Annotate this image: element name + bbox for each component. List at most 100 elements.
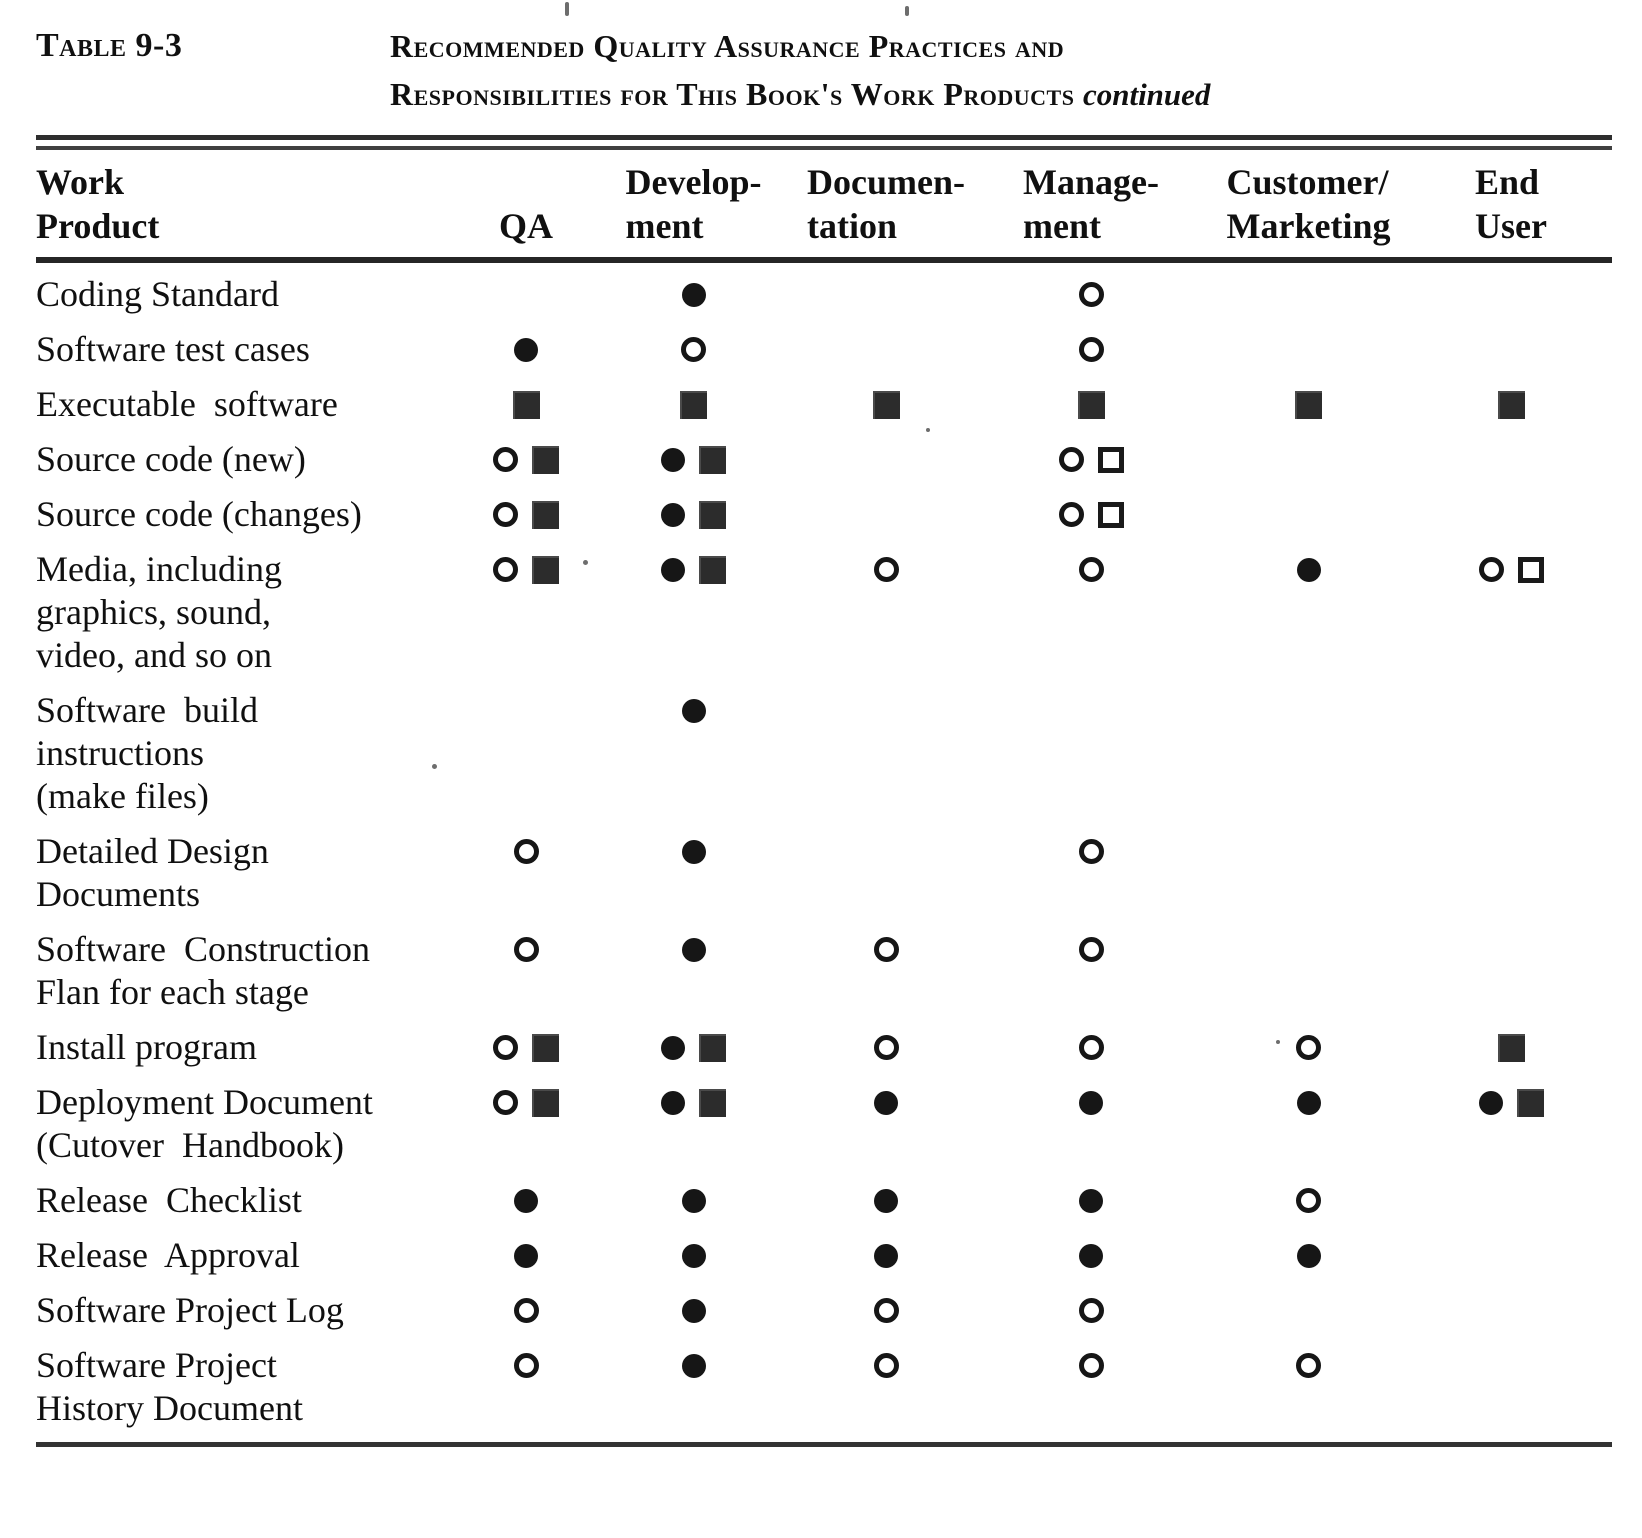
open-circle-icon	[1078, 337, 1104, 362]
symbol-cell-development	[601, 548, 786, 591]
symbol-cell-documentation	[786, 1289, 986, 1332]
symbol-cell-development	[601, 383, 786, 426]
symbol-cell-qa	[451, 689, 601, 732]
work-product-cell: Release Checklist	[36, 1179, 451, 1222]
work-product-cell: Software Project History Document	[36, 1344, 451, 1430]
filled-square-icon	[872, 390, 900, 419]
work-product-line: Software build	[36, 690, 258, 730]
symbol-cell-documentation	[786, 273, 986, 316]
symbol-cell-documentation	[786, 1234, 986, 1277]
symbol-cell-management	[986, 1081, 1196, 1124]
column-header-qa: QA	[451, 204, 601, 248]
column-header-label: End User	[1475, 160, 1547, 248]
filled-circle-icon	[514, 1188, 538, 1213]
symbol-cell-development	[601, 493, 786, 536]
column-header-line: QA	[499, 206, 553, 246]
symbol-cell-development	[601, 1179, 786, 1222]
open-circle-icon	[873, 937, 899, 962]
symbol-cell-customer-marketing	[1196, 689, 1421, 732]
symbol-cell-end-user	[1421, 273, 1601, 316]
open-circle-icon	[1058, 447, 1084, 472]
symbol-cell-development	[601, 328, 786, 371]
symbol-cell-documentation	[786, 328, 986, 371]
work-product-cell: Software test cases	[36, 328, 451, 371]
scan-artifact	[432, 764, 437, 769]
scan-artifact	[1276, 1040, 1280, 1044]
open-circle-icon	[513, 1298, 539, 1323]
filled-circle-icon	[681, 282, 706, 307]
table-row: Software build instructions (make files)	[36, 689, 1612, 818]
table-body: Coding Standard Software test cases Execut…	[36, 263, 1612, 1430]
symbol-cell-qa	[451, 383, 601, 426]
open-circle-icon	[1296, 1035, 1321, 1060]
filled-square-icon	[1516, 1088, 1544, 1117]
filled-square-icon	[699, 1033, 726, 1062]
work-product-cell: Executable software	[36, 383, 451, 426]
table-row: Media, including graphics, sound, video, a…	[36, 548, 1612, 677]
open-circle-icon	[873, 1298, 899, 1323]
work-product-line: graphics, sound,	[36, 592, 271, 632]
filled-circle-icon	[681, 698, 706, 723]
symbol-cell-management	[986, 383, 1196, 426]
symbol-cell-customer-marketing	[1196, 1026, 1421, 1069]
symbol-cell-end-user	[1421, 928, 1601, 971]
work-product-line: Source code (changes)	[36, 494, 362, 534]
filled-circle-icon	[681, 937, 706, 962]
open-circle-icon	[493, 1035, 518, 1060]
symbol-cell-qa	[451, 1026, 601, 1069]
filled-square-icon	[699, 555, 726, 584]
work-product-line: Software Construction	[36, 929, 370, 969]
column-header-line: Customer/	[1226, 162, 1389, 202]
work-product-line: Software Project	[36, 1345, 277, 1385]
filled-square-icon	[699, 1088, 726, 1117]
symbol-cell-development	[601, 830, 786, 873]
work-product-cell: Install program	[36, 1026, 451, 1069]
filled-square-icon	[512, 390, 540, 419]
open-circle-icon	[1296, 1353, 1321, 1378]
symbol-cell-customer-marketing	[1196, 383, 1421, 426]
table-row: Coding Standard	[36, 273, 1612, 316]
table-title-block: Table 9-3 Recommended Quality Assurance …	[36, 22, 1612, 119]
column-header-customer-marketing: Customer/Marketing	[1196, 160, 1421, 248]
filled-circle-icon	[1296, 557, 1321, 582]
work-product-cell: Media, including graphics, sound, video, a…	[36, 548, 451, 677]
table-row: Release Approval	[36, 1234, 1612, 1277]
symbol-cell-qa	[451, 438, 601, 481]
filled-square-icon	[699, 500, 726, 529]
column-header-line: Marketing	[1226, 206, 1391, 246]
table-row: Software test cases	[36, 328, 1612, 371]
filled-circle-icon	[1296, 1243, 1321, 1268]
open-circle-icon	[681, 337, 706, 362]
work-product-cell: Source code (changes)	[36, 493, 451, 536]
filled-circle-icon	[661, 1035, 685, 1060]
table-title-line2: Responsibilities for This Book's Work Pr…	[390, 76, 1211, 112]
column-header-line: Documen-	[807, 162, 965, 202]
open-square-icon	[1097, 501, 1124, 528]
table-row: Software Construction Flan for each stage	[36, 928, 1612, 1014]
open-circle-icon	[1078, 1353, 1104, 1378]
work-product-line: instructions	[36, 733, 204, 773]
open-circle-icon	[1078, 937, 1104, 962]
column-header-line: User	[1475, 206, 1547, 246]
symbol-cell-documentation	[786, 689, 986, 732]
filled-square-icon	[1497, 1033, 1525, 1062]
open-circle-icon	[1078, 557, 1104, 582]
filled-circle-icon	[661, 447, 685, 472]
symbol-cell-documentation	[786, 383, 986, 426]
symbol-cell-documentation	[786, 1344, 986, 1387]
symbol-cell-management	[986, 1179, 1196, 1222]
symbol-cell-end-user	[1421, 328, 1601, 371]
symbol-cell-management	[986, 328, 1196, 371]
filled-circle-icon	[514, 1243, 538, 1268]
table-header-row: Work Product QA Develop-ment Documen-tation M…	[36, 160, 1612, 248]
filled-circle-icon	[681, 839, 706, 864]
work-product-line: Coding Standard	[36, 274, 279, 314]
open-circle-icon	[1296, 1188, 1321, 1213]
open-circle-icon	[1078, 282, 1104, 307]
work-product-line: History Document	[36, 1388, 303, 1428]
filled-circle-icon	[681, 1353, 706, 1378]
symbol-cell-end-user	[1421, 493, 1601, 536]
table-top-rule	[36, 135, 1612, 150]
filled-circle-icon	[681, 1298, 706, 1323]
symbol-cell-management	[986, 1234, 1196, 1277]
